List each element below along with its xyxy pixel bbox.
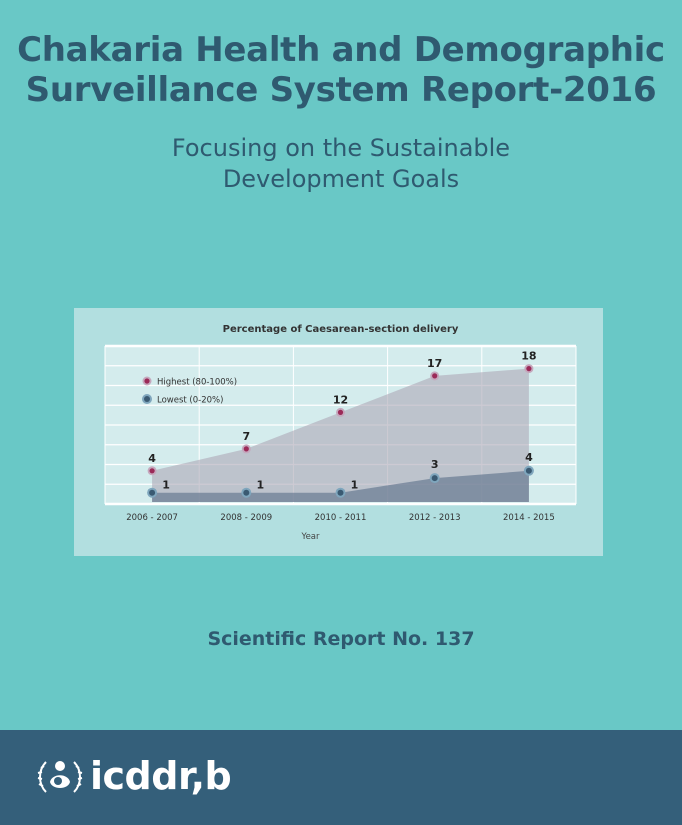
legend-highest-marker xyxy=(144,378,150,384)
legend-lowest-marker xyxy=(144,396,150,402)
x-tick-label: 2010 - 2011 xyxy=(315,513,367,523)
highest-data-label: 7 xyxy=(242,430,250,443)
x-tick-label: 2014 - 2015 xyxy=(503,513,555,523)
highest-point xyxy=(149,468,155,474)
highest-data-label: 17 xyxy=(427,357,442,370)
report-subtitle: Focusing on the Sustainable Development … xyxy=(0,133,682,195)
highest-data-label: 12 xyxy=(333,393,348,406)
lowest-point xyxy=(431,475,438,482)
subtitle-line-2: Development Goals xyxy=(222,165,460,193)
lowest-data-label: 4 xyxy=(525,451,533,464)
report-number: Scientific Report No. 137 xyxy=(207,628,475,650)
lowest-point xyxy=(149,489,156,496)
lowest-point xyxy=(243,489,250,496)
caesarean-chart: Percentage of Caesarean-section delivery… xyxy=(104,324,577,542)
highest-point xyxy=(243,446,249,452)
highest-area xyxy=(152,368,529,502)
subtitle-line-1: Focusing on the Sustainable xyxy=(171,134,511,162)
lowest-data-label: 1 xyxy=(256,479,264,492)
title-line-2: Surveillance System Report-2016 xyxy=(25,70,657,110)
x-tick-label: 2008 - 2009 xyxy=(220,513,272,523)
chart-panel: Percentage of Caesarean-section delivery… xyxy=(74,308,603,556)
x-tick-label: 2006 - 2007 xyxy=(126,513,178,523)
highest-point xyxy=(432,373,438,379)
x-tick-label: 2012 - 2013 xyxy=(409,513,461,523)
highest-data-label: 4 xyxy=(148,452,156,465)
highest-point xyxy=(337,409,344,415)
report-title: Chakaria Health and Demographic Surveill… xyxy=(0,30,682,110)
icddrb-emblem-icon xyxy=(37,761,83,793)
lowest-data-label: 1 xyxy=(162,479,170,492)
footer-bar: icddr,b xyxy=(0,730,682,825)
legend-highest-label: Highest (80-100%) xyxy=(157,378,237,388)
x-axis-label: Year xyxy=(301,532,321,542)
title-line-1: Chakaria Health and Demographic xyxy=(17,30,665,70)
lowest-point xyxy=(337,489,344,496)
highest-data-label: 18 xyxy=(521,350,536,363)
chart-title: Percentage of Caesarean-section delivery xyxy=(223,324,459,335)
lowest-data-label: 3 xyxy=(431,458,439,471)
lowest-point xyxy=(525,467,532,474)
legend-lowest-label: Lowest (0-20%) xyxy=(157,396,223,406)
icddrb-logo-text: icddr,b xyxy=(90,754,232,798)
lowest-data-label: 1 xyxy=(351,479,359,492)
highest-point xyxy=(526,366,532,372)
